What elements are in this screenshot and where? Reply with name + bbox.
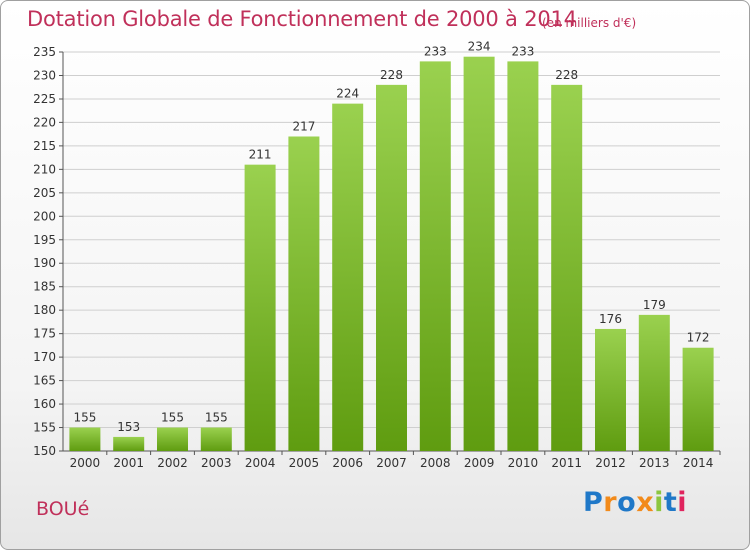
bar-2004 [244,164,276,452]
x-tick-label: 2011 [551,456,582,470]
data-label: 155 [161,411,184,425]
bar-2002 [157,427,188,451]
bar-2009 [463,56,495,451]
y-tick-label: 155 [33,421,56,435]
bar-2006 [332,103,364,452]
x-tick-label: 2001 [113,456,144,470]
y-tick-label: 195 [33,233,56,247]
logo-letter: i [654,487,664,518]
data-label: 172 [687,331,710,345]
bar-2014 [682,347,714,451]
chart-title: Dotation Globale de Fonctionnement de 20… [27,7,577,31]
data-label: 233 [511,44,534,58]
y-tick-label: 225 [33,92,56,106]
data-label: 228 [555,68,578,82]
bar-2012 [595,328,626,451]
logo-letter: i [677,487,688,518]
bar-2005 [288,136,320,451]
data-label: 176 [599,312,622,326]
data-label: 217 [292,119,315,133]
x-tick-label: 2010 [508,456,539,470]
y-tick-label: 205 [33,186,56,200]
bar-2000 [69,427,101,451]
bar-2011 [551,84,583,451]
bar-2013 [638,314,670,451]
logo-letter: P [583,487,604,518]
y-tick-label: 215 [33,139,56,153]
y-tick-label: 165 [33,374,56,388]
logo-letter: r [603,487,618,518]
data-labels: 155 153 155 155 211 217 224 228 233 234 233 228 176 1… [73,40,709,434]
logo-letter: x [636,487,655,518]
data-label: 155 [73,411,96,425]
x-tick-label: 2003 [201,456,232,470]
bars [69,56,714,452]
x-tick-label: 2007 [376,456,407,470]
data-label: 179 [643,298,666,312]
bar-2008 [419,61,451,451]
y-tick-label: 230 [33,68,56,82]
x-tick-label: 2006 [332,456,363,470]
data-label: 234 [468,40,491,54]
y-tick-label: 180 [33,303,56,317]
logo-letter: t [663,487,678,518]
data-label: 233 [424,44,447,58]
bar-2007 [376,84,407,451]
bar-2001 [113,436,145,451]
x-tick-label: 2014 [683,456,714,470]
data-label: 153 [117,420,140,434]
unit-label: (en milliers d'€) [542,16,637,30]
bar-2010 [507,61,539,451]
y-tick-label: 170 [33,350,56,364]
x-tick-label: 2002 [157,456,188,470]
y-tick-label: 235 [33,45,56,59]
y-tick-label: 190 [33,256,56,270]
bar-2003 [200,427,232,451]
data-label: 211 [249,148,272,162]
y-tick-label: 150 [33,444,56,458]
commune-name: BOUé [36,498,90,520]
y-tick-label: 220 [33,115,56,129]
x-tick-label: 2000 [70,456,101,470]
logo-letter: o [617,487,637,518]
y-tick-label: 175 [33,327,56,341]
y-tick-label: 160 [33,397,56,411]
y-tick-label: 210 [33,162,56,176]
y-tick-label: 185 [33,280,56,294]
x-tick-label: 2009 [464,456,495,470]
x-tick-label: 2013 [639,456,670,470]
y-tick-label: 200 [33,209,56,223]
x-tick-label: 2012 [595,456,626,470]
proxiti-logo[interactable]: Proxiti [583,487,687,518]
x-tick-label: 2005 [289,456,320,470]
x-tick-label: 2004 [245,456,276,470]
data-label: 155 [205,411,228,425]
data-label: 228 [380,68,403,82]
data-label: 224 [336,87,359,101]
x-tick-label: 2008 [420,456,451,470]
